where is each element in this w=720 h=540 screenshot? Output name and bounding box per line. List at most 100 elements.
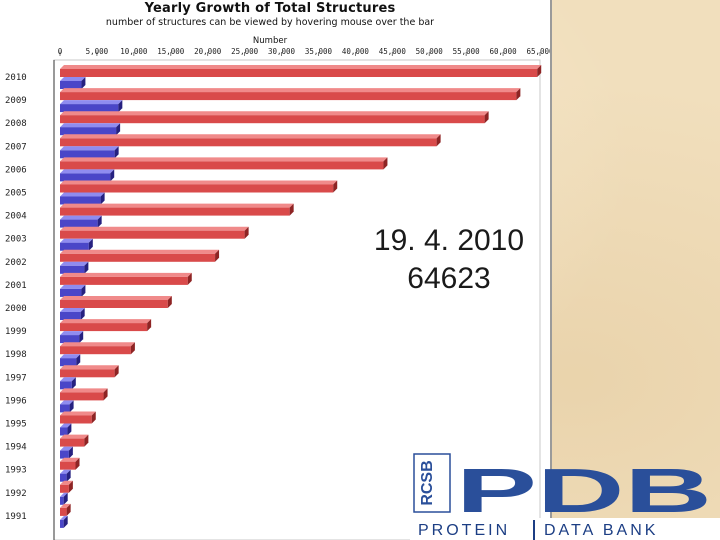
bar-yearly [60,381,72,390]
bar-total-top [60,180,338,185]
bar-yearly-top [60,284,86,289]
bar-total-top [60,388,108,393]
x-tick-label: 45,000 [379,47,407,56]
bar-yearly [60,473,67,482]
bar-yearly-top [60,446,73,451]
y-category-label: 1996 [5,396,27,406]
bar-yearly-side [81,77,86,89]
y-category-label: 2001 [5,281,27,291]
y-category-label: 1994 [5,443,27,453]
bar-yearly [60,496,64,505]
bar-yearly-top [60,354,81,359]
bar-chart: 0 5,000 10,000 15,000 20,000 25,000 30,000 35,0… [5,47,550,540]
bar-total [60,138,437,147]
bar-yearly-top [60,400,74,405]
bar-total-side [333,180,338,193]
bar-yearly [60,427,68,436]
bar-yearly [60,150,115,159]
bar-yearly [60,519,64,528]
bar-yearly [60,335,80,344]
bar-yearly-top [60,238,93,243]
bar-yearly [60,288,82,297]
bar-yearly-top [60,377,76,382]
y-category-label: 1997 [5,373,27,383]
logo-caption-data-bank: DATA BANK [544,522,658,539]
bar-yearly-top [60,423,72,428]
x-tick-label: 50,000 [416,47,444,56]
bar-yearly [60,450,69,459]
date-label: 19. 4. 2010 [373,224,525,257]
bar-total-top [60,319,152,324]
x-tick-label: 40,000 [342,47,370,56]
bar-yearly-top [60,331,84,336]
bar-total [60,461,76,470]
y-category-label: 1999 [5,327,27,337]
bar-total [60,115,485,124]
x-tick-label: 55,000 [453,47,481,56]
y-category-label: 2004 [5,212,27,222]
bar-yearly [60,265,85,274]
bar-total-side [114,365,119,378]
bar-total-side [215,249,220,262]
chart-panel: Yearly Growth of Total Structures number… [0,0,552,540]
bar-total-top [60,503,71,508]
x-tick-label: 5,000 [86,47,109,56]
bar-total-side [167,296,172,308]
y-category-label: 1998 [5,350,27,360]
y-category-label: 1992 [5,489,27,499]
bar-total-top [60,88,521,93]
bar-yearly-top [60,261,89,266]
bar-total-side [147,319,152,332]
bar-yearly-side [76,354,81,367]
bar-total-top [60,203,294,208]
bar-total-side [130,342,135,355]
y-category-label: 2003 [5,235,27,245]
bar-total-top [60,480,73,485]
bar-total-top [60,157,388,162]
bar-yearly-top [60,469,71,474]
x-tick-label: 60,000 [490,47,518,56]
bar-total [60,161,384,170]
bar-total [60,92,517,101]
bar-yearly-side [79,331,84,344]
y-category-label: 1991 [5,512,27,522]
bar-total-side [289,203,294,216]
bar-total-top [60,296,172,300]
bar-total [60,323,148,332]
bar-total-top [60,226,249,231]
bar-total-side [484,111,489,124]
bar-total-top [60,434,89,439]
bar-yearly [60,404,70,413]
bar-total-top [60,272,192,277]
bar-yearly-top [60,215,102,220]
bar-total-side [537,65,542,77]
bar-yearly [60,242,89,251]
bar-yearly [60,358,77,367]
bar-total-side [91,411,96,424]
bar-total-top [60,342,135,347]
bar-total-side [436,134,441,147]
y-category-label: 2008 [5,119,27,129]
y-category-label: 1995 [5,420,27,430]
bar-yearly [60,127,117,136]
bar-total [60,415,92,424]
bar-total [60,346,131,355]
x-tick-label: 25,000 [231,47,259,56]
bar-total [60,438,85,447]
bar-total [60,484,69,493]
bar-total-top [60,65,542,69]
bar-total-top [60,134,441,139]
bar-yearly-side [69,400,74,413]
bar-total-side [84,434,89,447]
x-tick-label: 15,000 [157,47,185,56]
bar-yearly-side [81,284,86,297]
y-category-label: 2002 [5,258,27,268]
bar-yearly-side [110,169,115,182]
bar-yearly-top [60,515,68,520]
bar-yearly-top [60,308,85,312]
logo-caption-protein: PROTEIN [418,522,510,539]
bar-total-side [103,388,108,401]
bar-yearly [60,196,101,205]
chart-title: Yearly Growth of Total Structures [144,1,396,16]
y-category-label: 2000 [5,304,27,314]
